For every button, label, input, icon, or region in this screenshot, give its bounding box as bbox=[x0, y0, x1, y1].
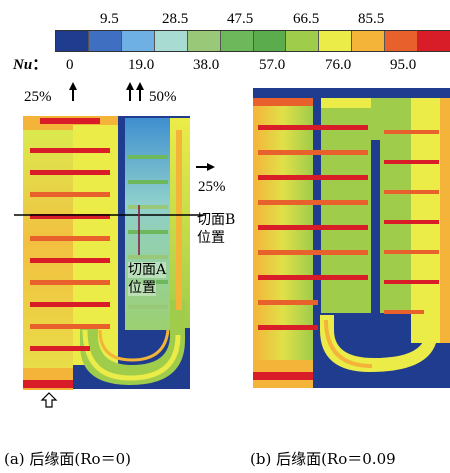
colorbar-tick-upper-1: 9.5 bbox=[100, 11, 119, 27]
colorbar-tick-lower-4: 57.0 bbox=[259, 57, 286, 73]
section-b-label-line1: 切面B bbox=[197, 212, 236, 228]
colorbar-tick-upper-5: 85.5 bbox=[358, 11, 385, 27]
inlet-arrow-left bbox=[69, 82, 77, 101]
colorbar-segment bbox=[154, 31, 188, 51]
colorbar-tick-upper-4: 66.5 bbox=[293, 11, 320, 27]
colorbar-segment bbox=[88, 31, 122, 51]
colorbar-segment bbox=[352, 31, 386, 51]
colorbar-tick-lower-3: 38.0 bbox=[193, 57, 220, 73]
colorbar-segment bbox=[319, 31, 353, 51]
inlet-bottom-hollow-arrow bbox=[40, 392, 58, 408]
colorbar-tick-lower-5: 76.0 bbox=[325, 57, 352, 73]
colorbar-tick-lower-1: 0 bbox=[66, 57, 74, 73]
caption-b: (b) 后缘面(Ro＝0.09 bbox=[250, 450, 396, 468]
colorbar-segment bbox=[418, 31, 450, 51]
colorbar-segment bbox=[286, 31, 320, 51]
colorbar bbox=[55, 30, 450, 52]
section-a-label-line1: 切面A bbox=[128, 262, 167, 278]
legend-variable-name: Nu bbox=[13, 57, 33, 73]
panel-b-contour bbox=[253, 88, 450, 388]
inlet-right-percent: 50% bbox=[149, 89, 177, 105]
colorbar-segment bbox=[187, 31, 221, 51]
colorbar-tick-upper-2: 28.5 bbox=[162, 11, 189, 27]
legend-variable-colon: ： bbox=[32, 57, 48, 73]
inlet-left-percent: 25% bbox=[24, 89, 52, 105]
colorbar-tick-lower-6: 95.0 bbox=[390, 57, 417, 73]
colorbar-segment bbox=[253, 31, 287, 51]
colorbar-segment bbox=[56, 31, 89, 51]
caption-a: (a) 后缘面(Ro＝0) bbox=[4, 450, 131, 468]
section-a-label-line2: 位置 bbox=[128, 280, 156, 296]
colorbar-tick-upper-3: 47.5 bbox=[227, 11, 254, 27]
panel-a-contour bbox=[23, 116, 190, 390]
inlet-arrow-right-double bbox=[126, 82, 144, 101]
colorbar-segment bbox=[385, 31, 419, 51]
outlet-percent: 25% bbox=[198, 179, 226, 195]
section-b-label-line2: 位置 bbox=[197, 230, 225, 246]
colorbar-tick-lower-2: 19.0 bbox=[128, 57, 155, 73]
legend-variable-label: Nu： bbox=[13, 58, 47, 73]
colorbar-segment bbox=[121, 31, 155, 51]
outlet-arrow bbox=[196, 163, 215, 171]
colorbar-segment bbox=[220, 31, 254, 51]
